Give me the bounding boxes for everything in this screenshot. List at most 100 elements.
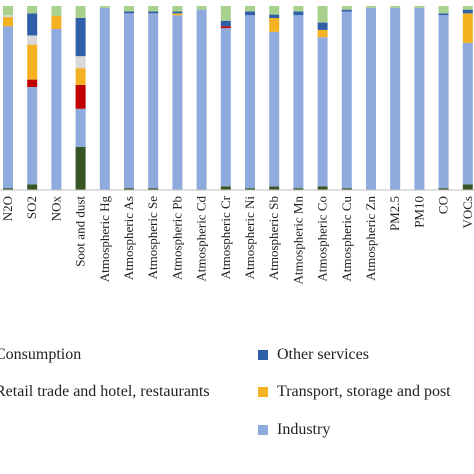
bar-segment-atmospheric-as-dark [124, 188, 134, 190]
legend-label: Consumption [0, 346, 82, 363]
bar-segment-atmospheric-cr-other [220, 20, 231, 27]
bar-segment-nox-industry [51, 29, 62, 190]
bar-segment-vocs-green [462, 6, 473, 10]
tick-label-atmospheric-co: Atmospheric Co [315, 196, 330, 282]
legend-label: Retail trade and hotel, restaurants [0, 383, 210, 400]
bar-segment-n2o-dark [3, 188, 13, 190]
legend-swatch [258, 350, 268, 360]
bar-segment-atmospheric-cr-green [220, 6, 231, 21]
bar-segment-so2-red [27, 79, 38, 87]
bar-segment-atmospheric-se-other [148, 11, 159, 14]
bar-segment-pm2-5-green [390, 6, 401, 8]
tick-label-co: CO [436, 196, 451, 214]
tick-label-atmospheric-pb: Atmospheric Pb [169, 196, 184, 280]
bar-segment-atmospheric-mn-industry [293, 15, 304, 189]
bar-segment-atmospheric-pb-transport [172, 13, 183, 16]
bar-segment-soot-and-dust-lightgray [75, 56, 86, 69]
tick-label-atmospheric-cd: Atmospheric Cd [194, 196, 209, 282]
bar-segment-atmospheric-sb-dark [269, 186, 280, 190]
bar-segment-vocs-transport [462, 13, 473, 43]
x-tick-labels: N2O SO2 NOx Soot and dust Atmospheric Hg Atmo… [0, 195, 474, 284]
bar-segment-atmospheric-cd-green [196, 6, 207, 10]
tick-label-vocs: VOCs [460, 196, 474, 229]
tick-label-atmospheric-cr: Atmospheric Cr [218, 195, 233, 279]
bar-segment-atmospheric-mn-dark [293, 188, 304, 190]
bar-segment-n2o-industry [3, 26, 13, 189]
tick-label-atmospheric-ni: Atmospheric Ni [242, 196, 257, 280]
bar-segment-atmospheric-cr-red [220, 26, 231, 29]
bar-segment-atmospheric-co-other [317, 22, 328, 30]
tick-label-n2o: N2O [0, 196, 15, 221]
bars-group [3, 6, 473, 191]
tick-label-atmospheric-as: Atmospheric As [121, 196, 136, 280]
bar-segment-atmospheric-co-industry [317, 37, 328, 187]
tick-label-atmospheric-hg: Atmospheric Hg [97, 196, 112, 283]
tick-label-atmospheric-se: Atmospheric Se [145, 196, 160, 280]
tick-label-soot-and-dust: Soot and dust [73, 196, 88, 267]
bar-segment-n2o-green [3, 6, 13, 16]
bar-segment-atmospheric-mn-green [293, 6, 304, 12]
bar-segment-atmospheric-sb-other [269, 14, 280, 19]
bar-segment-atmospheric-as-industry [124, 13, 134, 189]
bar-segment-so2-other [27, 13, 38, 36]
bar-segment-so2-green [27, 6, 38, 14]
bar-segment-atmospheric-hg-industry [99, 7, 110, 191]
bar-segment-atmospheric-se-industry [148, 13, 159, 189]
tick-label-pm2-5: PM2.5 [387, 196, 402, 231]
bar-segment-soot-and-dust-green [75, 6, 86, 18]
bar-segment-atmospheric-ni-dark [245, 188, 255, 190]
bar-segment-co-industry [438, 15, 449, 189]
bar-segment-atmospheric-pb-green [172, 6, 183, 12]
legend-item-industry: Industry [258, 421, 330, 439]
bar-segment-pm2-5-industry [390, 7, 401, 191]
bar-segment-so2-industry [27, 86, 38, 185]
bar-segment-co-green [438, 6, 449, 14]
bar-segment-soot-and-dust-industry [75, 108, 86, 147]
tick-label-atmospheric-mn: Atmospheric Mn [290, 196, 305, 285]
legend-swatch [258, 387, 268, 397]
bar-segment-atmospheric-sb-industry [269, 31, 280, 187]
bar-segment-atmospheric-co-green [317, 6, 328, 23]
bar-segment-atmospheric-cu-green [341, 6, 352, 10]
bar-segment-atmospheric-ni-industry [245, 15, 255, 189]
tick-label-so2: SO2 [24, 196, 39, 219]
bar-segment-soot-and-dust-dark [75, 146, 86, 190]
bar-segment-atmospheric-hg-green [99, 6, 110, 8]
bar-segment-atmospheric-sb-green [269, 6, 280, 15]
bar-segment-atmospheric-sb-transport [269, 18, 280, 32]
bar-segment-atmospheric-cd-industry [196, 9, 207, 191]
bar-segment-atmospheric-co-dark [317, 186, 328, 190]
bar-segment-atmospheric-cu-other [341, 9, 352, 12]
legend-label: Industry [277, 421, 331, 438]
bar-segment-atmospheric-cr-dark [220, 186, 231, 190]
bar-segment-soot-and-dust-other [75, 17, 86, 57]
tick-label-atmospheric-sb: Atmospheric Sb [266, 196, 281, 280]
bar-segment-atmospheric-co-transport [317, 29, 328, 38]
bar-segment-vocs-industry [462, 42, 473, 185]
legend-item-consumption: Consumption [0, 346, 81, 364]
bar-segment-n2o-transport [3, 17, 13, 27]
bar-segment-co-dark [438, 188, 449, 190]
bar-segment-atmospheric-cr-industry [220, 28, 231, 187]
bar-segment-co-other [438, 13, 449, 16]
bar-segment-atmospheric-se-green [148, 6, 159, 12]
bar-segment-atmospheric-se-dark [148, 188, 159, 190]
bar-segment-pm10-green [414, 6, 425, 8]
tick-label-atmospheric-zn: Atmospheric Zn [363, 196, 378, 281]
tick-label-atmospheric-cu: Atmospheric Cu [339, 196, 354, 282]
bar-segment-n2o-lightgray [3, 15, 13, 18]
legend-item-other-services: Other services [258, 346, 369, 364]
bar-segment-atmospheric-pb-other [172, 11, 183, 14]
bar-segment-nox-green [51, 6, 62, 16]
bar-segment-atmospheric-as-green [124, 6, 134, 12]
bar-segment-atmospheric-zn-industry [366, 7, 376, 191]
bar-segment-soot-and-dust-transport [75, 68, 86, 85]
bar-segment-atmospheric-ni-green [245, 6, 255, 12]
bar-segment-atmospheric-cu-dark [341, 188, 352, 190]
bar-segment-so2-lightgray [27, 35, 38, 45]
bar-segment-atmospheric-ni-other [245, 11, 255, 16]
tick-label-pm10: PM10 [411, 196, 426, 228]
bar-segment-vocs-other [462, 9, 473, 14]
bar-segment-atmospheric-pb-industry [172, 15, 183, 191]
